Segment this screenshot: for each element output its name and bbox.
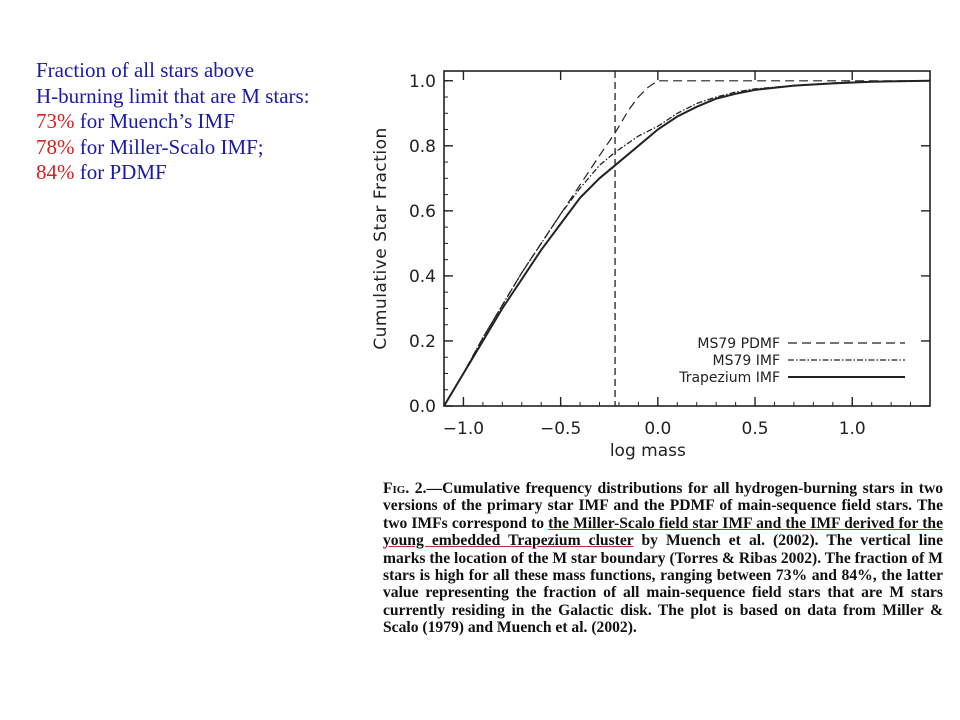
x-tick-label: 1.0 xyxy=(839,419,866,439)
plot-frame xyxy=(443,70,931,407)
series-line-trapezium-imf xyxy=(443,79,931,407)
figure-caption: Fig. 2.—Cumulative frequency distributio… xyxy=(383,480,943,637)
annotation-value-pdmf: 84% xyxy=(36,160,75,184)
legend-label: MS79 PDMF xyxy=(697,336,780,352)
caption-underlined-phrase: the Miller-Scalo field star IMF and the … xyxy=(383,514,943,550)
x-tick-label: −1.0 xyxy=(443,419,484,439)
annotation-line-2: H-burning limit that are M stars: xyxy=(36,83,310,108)
y-axis-label: Cumulative Star Fraction xyxy=(371,127,391,350)
annotation-line-3: 73% for Muench’s IMF xyxy=(36,109,310,135)
series-line-ms79-imf xyxy=(443,80,931,407)
caption-text-a: —Cumulative frequency distributions for … xyxy=(383,480,943,532)
annotation-value-miller-scalo: 78% xyxy=(36,134,75,159)
y-tick-label: 0.0 xyxy=(409,397,436,417)
annotation-value-muench: 73% xyxy=(36,109,75,133)
series-line-ms79-pdmf xyxy=(443,80,930,407)
caption-text-b: by Muench et al. (2002). The vertical li… xyxy=(383,532,943,637)
legend-label: MS79 IMF xyxy=(713,353,781,369)
caption-figure-label: Fig. 2. xyxy=(383,480,427,497)
x-tick-label: 0.5 xyxy=(742,419,769,439)
y-tick-label: 0.4 xyxy=(409,267,436,287)
x-tick-label: −0.5 xyxy=(540,419,581,439)
legend-label: Trapezium IMF xyxy=(678,370,780,386)
x-axis-label: log mass xyxy=(610,441,686,461)
annotation-text: Fraction of all stars above H-burning li… xyxy=(36,58,310,186)
annotation-label-miller-scalo: for Miller-Scalo IMF; xyxy=(74,134,264,159)
y-tick-label: 1.0 xyxy=(409,72,436,92)
cumulative-fraction-chart: −1.0 −0.5 0.0 0.5 1.0 0.0 0.2 0.4 0.6 0.8 1.0 log m… xyxy=(371,70,931,461)
y-tick-label: 0.2 xyxy=(409,332,436,352)
y-tick-label: 0.8 xyxy=(409,137,436,157)
annotation-line-4: 78% for Miller-Scalo IMF; xyxy=(36,135,310,161)
annotation-label-muench: for Muench’s IMF xyxy=(74,109,235,133)
annotation-line-1: Fraction of all stars above xyxy=(36,58,255,82)
x-tick-label: 0.0 xyxy=(644,419,671,439)
annotation-line-5: 84% for PDMF xyxy=(36,160,310,186)
annotation-label-pdmf: for PDMF xyxy=(74,160,167,184)
y-tick-label: 0.6 xyxy=(409,202,436,222)
